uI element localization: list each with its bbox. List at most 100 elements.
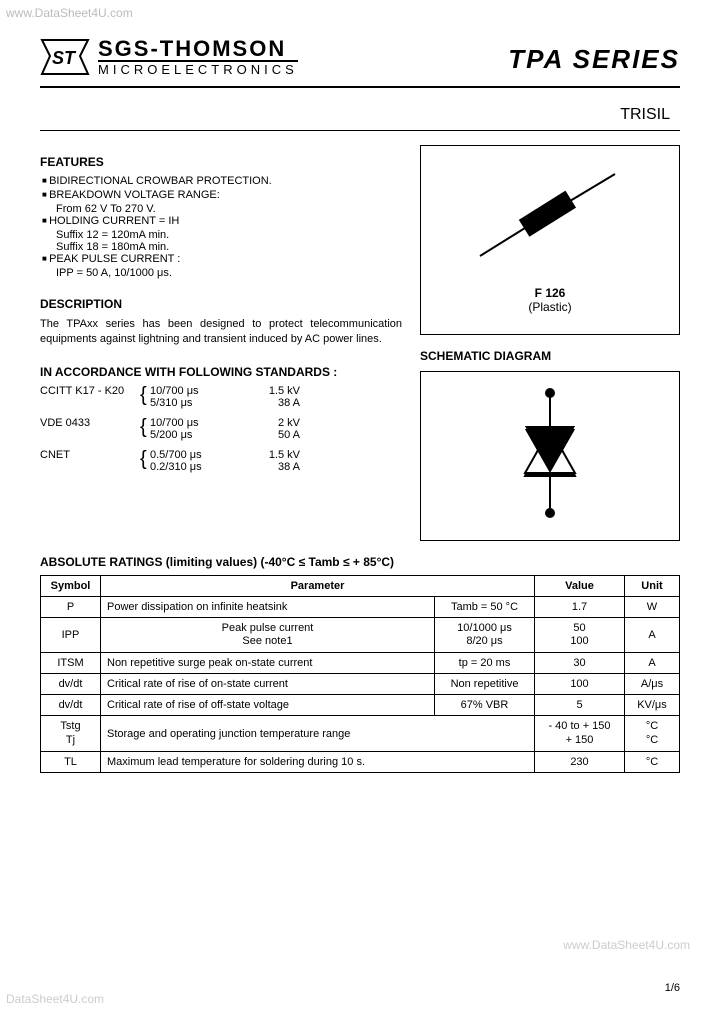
table-cell: TL — [41, 751, 101, 772]
divider-sub — [40, 130, 680, 131]
company-text: SGS-THOMSON MICROELECTRONICS — [98, 38, 298, 76]
company-sub: MICROELECTRONICS — [98, 60, 298, 76]
brace-icon: { — [140, 417, 150, 437]
table-cell: A — [625, 618, 680, 653]
standards-row: CCITT K17 - K20{10/700 μs5/310 μs1.5 kV3… — [40, 385, 402, 409]
feature-subline: Suffix 18 = 180mA min. — [42, 241, 402, 253]
feature-subline: Suffix 12 = 120mA min. — [42, 229, 402, 241]
divider-top — [40, 86, 680, 88]
standard-left-vals: 10/700 μs5/310 μs — [150, 385, 240, 409]
table-cell: Non repetitive surge peak on-state curre… — [101, 653, 435, 674]
svg-text:ST: ST — [52, 48, 77, 68]
feature-item: HOLDING CURRENT = IH — [42, 215, 402, 227]
description-text: The TPAxx series has been designed to pr… — [40, 317, 402, 347]
standard-right-vals: 1.5 kV38 A — [240, 449, 300, 473]
table-cell: 30 — [535, 653, 625, 674]
table-cell: W — [625, 597, 680, 618]
feature-item: BREAKDOWN VOLTAGE RANGE: — [42, 189, 402, 201]
table-cell: P — [41, 597, 101, 618]
table-cell: tp = 20 ms — [435, 653, 535, 674]
table-cell: Peak pulse currentSee note1 — [101, 618, 435, 653]
left-column: FEATURES BIDIRECTIONAL CROWBAR PROTECTIO… — [40, 145, 402, 541]
table-cell: Tamb = 50 °C — [435, 597, 535, 618]
ratings-heading: ABSOLUTE RATINGS (limiting values) (-40°… — [40, 555, 680, 569]
package-box: F 126 (Plastic) — [420, 145, 680, 335]
feature-item: BIDIRECTIONAL CROWBAR PROTECTION. — [42, 175, 402, 187]
table-header-row: Symbol Parameter Value Unit — [41, 576, 680, 597]
watermark-top: www.DataSheet4U.com — [6, 6, 133, 20]
schematic-box — [420, 371, 680, 541]
table-row: TstgTjStorage and operating junction tem… — [41, 716, 680, 751]
standards-row: CNET{0.5/700 μs0.2/310 μs1.5 kV38 A — [40, 449, 402, 473]
st-logo-icon: ST — [40, 38, 90, 76]
watermark-bottom-left: DataSheet4U.com — [6, 992, 104, 1006]
col-parameter: Parameter — [101, 576, 535, 597]
table-cell: A — [625, 653, 680, 674]
col-unit: Unit — [625, 576, 680, 597]
table-cell: KV/μs — [625, 695, 680, 716]
table-cell: 1.7 — [535, 597, 625, 618]
table-cell: Power dissipation on infinite heatsink — [101, 597, 435, 618]
standard-left-vals: 0.5/700 μs0.2/310 μs — [150, 449, 240, 473]
table-cell: - 40 to + 150+ 150 — [535, 716, 625, 751]
standard-right-vals: 2 kV50 A — [240, 417, 300, 441]
standards-heading: IN ACCORDANCE WITH FOLLOWING STANDARDS : — [40, 365, 402, 379]
standard-name: CCITT K17 - K20 — [40, 385, 140, 397]
brace-icon: { — [140, 449, 150, 469]
table-cell: A/μs — [625, 674, 680, 695]
table-row: ITSMNon repetitive surge peak on-state c… — [41, 653, 680, 674]
table-cell: dv/dt — [41, 695, 101, 716]
package-icon — [465, 166, 635, 276]
table-cell: ITSM — [41, 653, 101, 674]
features-heading: FEATURES — [40, 155, 402, 169]
table-cell: 50100 — [535, 618, 625, 653]
brace-icon: { — [140, 385, 150, 405]
standard-left-vals: 10/700 μs5/200 μs — [150, 417, 240, 441]
logo-block: ST SGS-THOMSON MICROELECTRONICS — [40, 38, 298, 76]
description-heading: DESCRIPTION — [40, 297, 402, 311]
subtitle: TRISIL — [40, 106, 670, 124]
standard-name: CNET — [40, 449, 140, 461]
company-main: SGS-THOMSON — [98, 38, 298, 60]
title-series: TPA SERIES — [508, 44, 680, 75]
table-row: PPower dissipation on infinite heatsinkT… — [41, 597, 680, 618]
feature-subline: IPP = 50 A, 10/1000 μs. — [42, 267, 402, 279]
schematic-heading: SCHEMATIC DIAGRAM — [420, 349, 680, 363]
page-number: 1/6 — [665, 982, 680, 994]
table-cell: Critical rate of rise of on-state curren… — [101, 674, 435, 695]
ratings-table: Symbol Parameter Value Unit PPower dissi… — [40, 575, 680, 773]
table-cell: Storage and operating junction temperatu… — [101, 716, 535, 751]
main-columns: FEATURES BIDIRECTIONAL CROWBAR PROTECTIO… — [40, 145, 680, 541]
table-cell: 100 — [535, 674, 625, 695]
feature-item: PEAK PULSE CURRENT : — [42, 253, 402, 265]
package-material: (Plastic) — [528, 300, 571, 314]
table-row: TLMaximum lead temperature for soldering… — [41, 751, 680, 772]
table-cell: Critical rate of rise of off-state volta… — [101, 695, 435, 716]
features-list: BIDIRECTIONAL CROWBAR PROTECTION. BREAKDO… — [40, 175, 402, 279]
table-row: dv/dtCritical rate of rise of on-state c… — [41, 674, 680, 695]
table-cell: 5 — [535, 695, 625, 716]
standard-name: VDE 0433 — [40, 417, 140, 429]
table-row: dv/dtCritical rate of rise of off-state … — [41, 695, 680, 716]
schematic-icon — [480, 381, 620, 531]
col-value: Value — [535, 576, 625, 597]
table-cell: Maximum lead temperature for soldering d… — [101, 751, 535, 772]
package-label: F 126 (Plastic) — [528, 286, 571, 314]
table-cell: TstgTj — [41, 716, 101, 751]
col-symbol: Symbol — [41, 576, 101, 597]
table-cell: Non repetitive — [435, 674, 535, 695]
table-cell: 230 — [535, 751, 625, 772]
header: ST SGS-THOMSON MICROELECTRONICS TPA SERI… — [40, 38, 680, 76]
table-cell: 67% VBR — [435, 695, 535, 716]
table-cell: °C — [625, 751, 680, 772]
table-row: IPPPeak pulse currentSee note110/1000 μs… — [41, 618, 680, 653]
standards-row: VDE 0433{10/700 μs5/200 μs2 kV50 A — [40, 417, 402, 441]
table-cell: IPP — [41, 618, 101, 653]
table-cell: dv/dt — [41, 674, 101, 695]
package-name: F 126 — [528, 286, 571, 300]
right-column: F 126 (Plastic) SCHEMATIC DIAGRAM — [420, 145, 680, 541]
standards-block: CCITT K17 - K20{10/700 μs5/310 μs1.5 kV3… — [40, 385, 402, 473]
table-cell: 10/1000 μs8/20 μs — [435, 618, 535, 653]
feature-subline: From 62 V To 270 V. — [42, 203, 402, 215]
watermark-bottom-right: www.DataSheet4U.com — [563, 938, 690, 952]
